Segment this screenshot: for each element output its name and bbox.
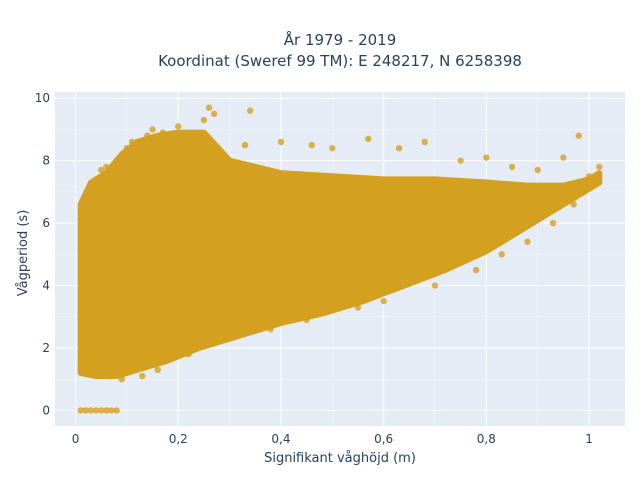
data-point (103, 163, 110, 171)
data-point (123, 144, 131, 152)
data-point (508, 163, 516, 171)
x-axis-label: Signifikant våghöjd (m) (264, 451, 416, 466)
y-tick-label: 8 (42, 154, 50, 168)
data-point (87, 407, 95, 414)
data-points (77, 104, 603, 414)
data-point (98, 166, 105, 174)
x-tick-label: 0,8 (477, 432, 496, 446)
data-point (431, 282, 439, 289)
data-point (82, 263, 90, 271)
data-point (133, 141, 141, 149)
chart-title-line-2: Koordinat (Sweref 99 TM): E 248217, N 62… (158, 52, 522, 70)
x-tick-label: 0,6 (374, 432, 393, 446)
y-tick-label: 10 (35, 91, 50, 105)
data-point (585, 173, 593, 180)
data-point (128, 138, 136, 146)
y-tick-label: 6 (42, 216, 50, 230)
data-point (113, 407, 120, 414)
data-point (421, 138, 428, 146)
data-point (354, 304, 362, 311)
chart-title-line-1: År 1979 - 2019 (284, 30, 397, 49)
data-point (87, 369, 95, 377)
data-point (246, 107, 254, 114)
data-point (118, 375, 125, 383)
data-point (103, 407, 110, 414)
data-point (590, 176, 598, 183)
data-point (549, 219, 557, 227)
data-point (144, 132, 151, 139)
data-point (457, 157, 464, 164)
data-point (534, 166, 541, 174)
data-point (108, 372, 115, 380)
data-point (395, 144, 403, 152)
data-point (226, 335, 233, 342)
data-point (596, 163, 603, 171)
data-point (483, 154, 490, 161)
data-point (159, 129, 167, 136)
data-point (524, 238, 531, 246)
data-point (139, 372, 146, 380)
data-point (200, 116, 208, 124)
data-point (560, 154, 567, 161)
data-point (77, 347, 84, 355)
x-tick-label: 1 (585, 432, 593, 446)
data-point (77, 407, 84, 414)
data-point (82, 269, 90, 277)
data-point (380, 297, 387, 305)
data-point (108, 407, 115, 414)
data-point (82, 407, 90, 414)
data-point (498, 251, 505, 258)
y-tick-label: 4 (42, 279, 50, 293)
data-point (241, 141, 249, 149)
data-point (472, 266, 480, 274)
data-point (575, 132, 582, 139)
data-point (580, 182, 588, 189)
x-tick-label: 0,4 (271, 432, 290, 446)
data-point (205, 104, 213, 111)
x-tick-label: 0 (72, 432, 80, 446)
data-point (154, 366, 161, 374)
x-tick-label: 0,2 (169, 432, 188, 446)
data-point (175, 123, 182, 130)
data-point (113, 157, 120, 164)
y-tick-label: 0 (42, 403, 50, 417)
data-point (277, 138, 285, 146)
data-point (92, 407, 100, 414)
data-point (365, 135, 372, 143)
y-tick-label: 2 (42, 341, 50, 355)
data-point (77, 366, 84, 374)
data-point (308, 141, 315, 149)
data-point (267, 326, 274, 333)
data-point (98, 407, 105, 414)
data-point (92, 176, 100, 183)
data-point (329, 144, 336, 152)
y-axis-label: Vågperiod (s) (16, 210, 31, 297)
data-point (210, 110, 218, 118)
data-point (570, 201, 577, 208)
data-point (87, 204, 95, 211)
data-point (303, 316, 310, 324)
data-point (149, 126, 156, 133)
data-point (185, 351, 192, 358)
